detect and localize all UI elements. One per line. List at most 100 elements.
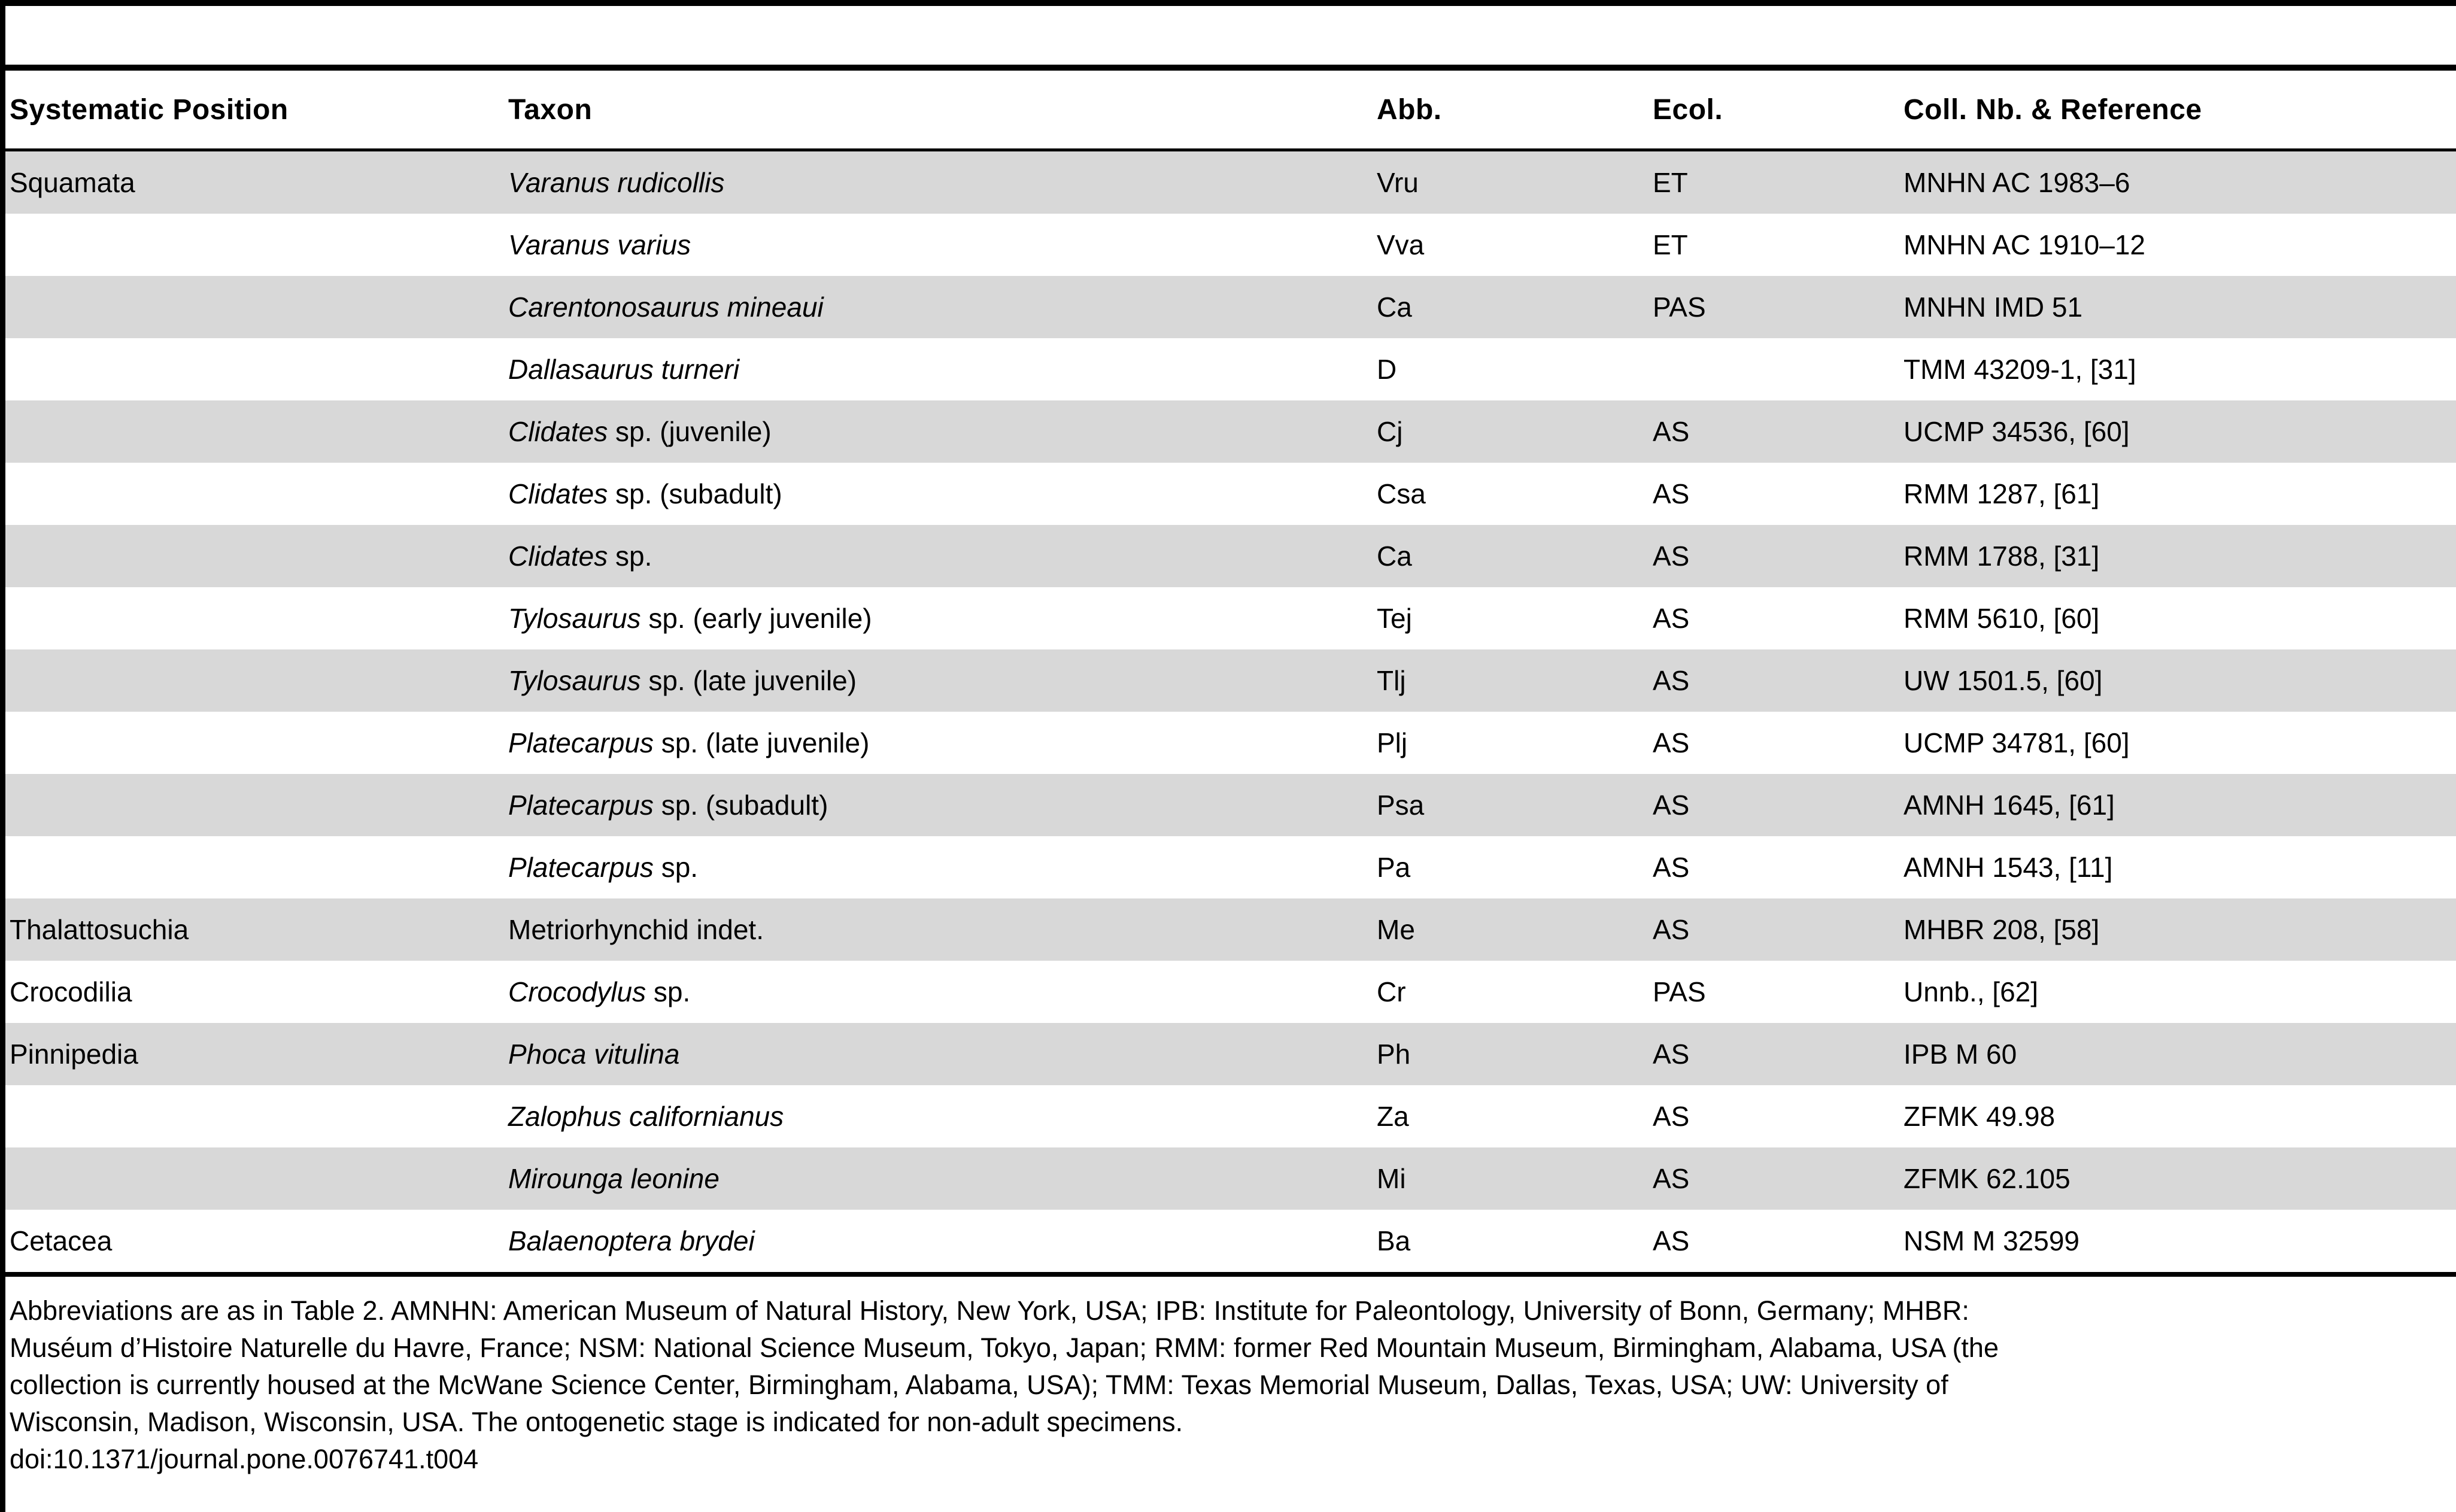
cell-coll-ref: Unnb., [62] (1904, 976, 2039, 1007)
header-coll-ref: Coll. Nb. & Reference (1904, 93, 2202, 126)
table-row: Tylosaurus sp. (early juvenile) Tej AS R… (5, 587, 2456, 649)
cell-ecol: AS (1653, 541, 1690, 572)
cell-ecol: AS (1653, 1225, 1690, 1256)
cell-abb: Cr (1377, 976, 1406, 1007)
cell-taxon: Carentonosaurus mineaui (508, 291, 1377, 323)
cell-taxon: Clidates sp. (508, 540, 1377, 572)
table-row: Mirounga leonine Mi AS ZFMK 62.105 (5, 1147, 2456, 1210)
taxon-italic: Crocodylus (508, 976, 646, 1007)
cell-coll-ref: NSM M 32599 (1904, 1225, 2080, 1256)
table-row: Varanus varius Vva ET MNHN AC 1910–12 (5, 214, 2456, 276)
cell-coll-ref: ZFMK 62.105 (1904, 1163, 2071, 1194)
cell-systematic-position: Thalattosuchia (10, 914, 189, 945)
cell-taxon: Platecarpus sp. (late juvenile) (508, 727, 1377, 759)
footnote-line: Muséum d’Histoire Naturelle du Havre, Fr… (10, 1332, 1999, 1363)
taxon-italic: Dallasaurus turneri (508, 354, 740, 385)
taxon-roman: sp. (subadult) (608, 478, 782, 509)
cell-systematic-position: Crocodilia (10, 976, 132, 1007)
cell-coll-ref: RMM 5610, [60] (1904, 603, 2100, 634)
taxon-italic: Tylosaurus (508, 665, 641, 696)
cell-taxon: Tylosaurus sp. (early juvenile) (508, 602, 1377, 634)
cell-coll-ref: AMNH 1645, [61] (1904, 790, 2115, 821)
taxon-italic: Platecarpus (508, 852, 654, 883)
table-row: Platecarpus sp. Pa AS AMNH 1543, [11] (5, 836, 2456, 898)
cell-abb: Ba (1377, 1225, 1411, 1256)
taxon-italic: Platecarpus (508, 727, 654, 758)
taxon-italic: Phoca vitulina (508, 1039, 680, 1070)
table-row: Tylosaurus sp. (late juvenile) Tlj AS UW… (5, 649, 2456, 712)
header-systematic-position: Systematic Position (10, 93, 289, 126)
taxon-italic: Clidates (508, 478, 608, 509)
cell-coll-ref: MNHN AC 1983–6 (1904, 167, 2130, 198)
cell-taxon: Phoca vitulina (508, 1038, 1377, 1070)
cell-taxon: Clidates sp. (juvenile) (508, 415, 1377, 448)
table-row: Dallasaurus turneri D TMM 43209-1, [31] (5, 338, 2456, 400)
top-border-line (0, 0, 2456, 6)
cell-taxon: Varanus rudicollis (508, 166, 1377, 199)
cell-taxon: Metriorhynchid indet. (508, 913, 1377, 946)
cell-abb: Mi (1377, 1163, 1406, 1194)
taxon-italic: Clidates (508, 416, 608, 447)
cell-coll-ref: UCMP 34781, [60] (1904, 727, 2130, 758)
cell-ecol: AS (1653, 852, 1690, 883)
cell-coll-ref: MNHN IMD 51 (1904, 292, 2083, 323)
taxon-italic: Varanus varius (508, 229, 691, 260)
cell-ecol: PAS (1653, 976, 1706, 1007)
table-row: Zalophus californianus Za AS ZFMK 49.98 (5, 1085, 2456, 1147)
header-taxon: Taxon (508, 93, 593, 126)
cell-abb: Psa (1377, 790, 1425, 821)
cell-ecol: AS (1653, 727, 1690, 758)
cell-systematic-position: Squamata (10, 167, 135, 198)
cell-taxon: Balaenoptera brydei (508, 1225, 1377, 1257)
cell-ecol: AS (1653, 478, 1690, 509)
cell-ecol: AS (1653, 603, 1690, 634)
cell-abb: Za (1377, 1101, 1409, 1132)
cell-ecol: AS (1653, 416, 1690, 447)
taxon-roman: sp. (653, 852, 699, 883)
cell-taxon: Dallasaurus turneri (508, 353, 1377, 385)
table-row: Pinnipedia Phoca vitulina Ph AS IPB M 60 (5, 1023, 2456, 1085)
taxon-roman: sp. (juvenile) (608, 416, 772, 447)
taxon-roman: Metriorhynchid indet. (508, 914, 764, 945)
cell-coll-ref: UW 1501.5, [60] (1904, 665, 2103, 696)
table-header-row: Systematic Position Taxon Abb. Ecol. Col… (5, 71, 2456, 148)
taxon-roman: sp. (608, 541, 652, 572)
table-top-rule (5, 65, 2456, 71)
cell-abb: Tej (1377, 603, 1412, 634)
taxon-roman: sp. (subadult) (653, 790, 828, 821)
cell-coll-ref: RMM 1287, [61] (1904, 478, 2100, 509)
cell-ecol: AS (1653, 1039, 1690, 1070)
taxon-roman: sp. (late juvenile) (640, 665, 857, 696)
cell-abb: Me (1377, 914, 1415, 945)
footnote-line: Wisconsin, Madison, Wisconsin, USA. The … (10, 1407, 1183, 1437)
cell-taxon: Clidates sp. (subadult) (508, 478, 1377, 510)
taxon-italic: Zalophus californianus (508, 1101, 784, 1132)
table-row: Carentonosaurus mineaui Ca PAS MNHN IMD … (5, 276, 2456, 338)
cell-ecol: ET (1653, 167, 1688, 198)
cell-abb: Tlj (1377, 665, 1406, 696)
taxon-italic: Mirounga leonine (508, 1163, 720, 1194)
doi-line: doi:10.1371/journal.pone.0076741.t004 (10, 1444, 479, 1474)
taxon-italic: Tylosaurus (508, 603, 641, 634)
cell-coll-ref: RMM 1788, [31] (1904, 541, 2100, 572)
table-row: Clidates sp. Ca AS RMM 1788, [31] (5, 525, 2456, 587)
cell-ecol: AS (1653, 665, 1690, 696)
cell-abb: Csa (1377, 478, 1426, 509)
table-content: Systematic Position Taxon Abb. Ecol. Col… (5, 0, 2456, 1478)
cell-coll-ref: AMNH 1543, [11] (1904, 852, 2113, 883)
cell-coll-ref: MHBR 208, [58] (1904, 914, 2100, 945)
table-row: Platecarpus sp. (subadult) Psa AS AMNH 1… (5, 774, 2456, 836)
table-footnote: Abbreviations are as in Table 2. AMNHN: … (5, 1292, 2456, 1478)
cell-abb: D (1377, 354, 1397, 385)
table-bottom-rule (5, 1272, 2456, 1277)
cell-abb: Plj (1377, 727, 1408, 758)
cell-ecol: AS (1653, 1163, 1690, 1194)
taxon-italic: Varanus rudicollis (508, 167, 725, 198)
table-row: Thalattosuchia Metriorhynchid indet. Me … (5, 898, 2456, 961)
cell-ecol: AS (1653, 914, 1690, 945)
cell-abb: Ca (1377, 292, 1412, 323)
taxon-italic: Balaenoptera brydei (508, 1225, 755, 1256)
taxon-italic: Platecarpus (508, 790, 654, 821)
cell-abb: Cj (1377, 416, 1403, 447)
